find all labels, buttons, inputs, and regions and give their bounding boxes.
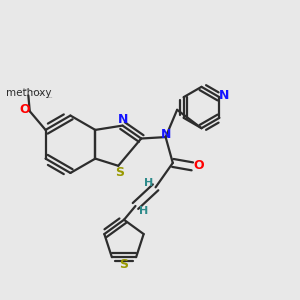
- Text: O: O: [193, 159, 204, 172]
- Text: methoxy: methoxy: [25, 89, 31, 90]
- Text: N: N: [118, 113, 128, 126]
- Text: methoxy: methoxy: [39, 93, 46, 94]
- Text: methoxy: methoxy: [6, 88, 51, 98]
- Text: N: N: [218, 89, 229, 102]
- Text: H: H: [144, 178, 153, 188]
- Text: H: H: [139, 206, 148, 216]
- Text: methoxy: methoxy: [30, 91, 37, 92]
- Text: S: S: [119, 258, 128, 271]
- Text: O: O: [19, 103, 30, 116]
- Text: N: N: [161, 128, 171, 141]
- Text: methoxy: methoxy: [46, 97, 53, 98]
- Text: S: S: [115, 167, 124, 179]
